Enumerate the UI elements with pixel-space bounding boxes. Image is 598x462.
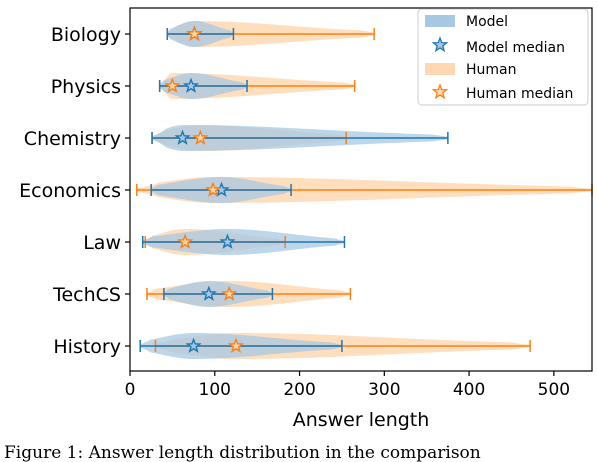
x-tick-label: 500 xyxy=(538,380,570,400)
median-star-model-chemistry xyxy=(174,129,191,145)
legend-model-median-label: Model median xyxy=(466,40,565,56)
median-star-human-techcs xyxy=(221,285,238,301)
category-label-physics: Physics xyxy=(51,76,121,98)
category-label-biology: Biology xyxy=(51,24,121,46)
median-star-model-law xyxy=(219,233,236,249)
y-axis-categories: Biology Physics Chemistry Economics Law TechC… xyxy=(19,24,130,358)
legend-model-swatch xyxy=(425,15,455,27)
median-star-human-biology xyxy=(186,25,203,41)
median-star-human-law xyxy=(177,233,194,249)
legend-model-label: Model xyxy=(466,14,508,30)
median-star-human-physics xyxy=(164,77,181,93)
legend-human-median-star-icon xyxy=(431,83,449,100)
median-star-human-history xyxy=(227,337,245,353)
median-layer xyxy=(164,25,245,353)
x-tick-label: 400 xyxy=(453,380,485,400)
x-axis-ticks: 0 100 200 300 400 500 xyxy=(125,371,570,400)
median-star-model-physics xyxy=(182,77,200,93)
violin-layer xyxy=(136,21,593,359)
x-tick-label: 300 xyxy=(368,380,400,400)
category-label-history: History xyxy=(53,336,121,358)
x-tick-label: 0 xyxy=(125,380,136,400)
x-tick-label: 100 xyxy=(199,380,231,400)
legend-model-median-star-icon xyxy=(431,36,449,53)
legend: Model Model median Human Human median xyxy=(417,8,589,106)
category-label-techcs: TechCS xyxy=(52,284,121,306)
legend-box xyxy=(417,8,589,106)
median-star-human-chemistry xyxy=(192,129,209,145)
x-axis-label: Answer length xyxy=(293,409,430,431)
median-star-model-techcs xyxy=(200,285,217,301)
legend-human-swatch xyxy=(425,63,455,75)
median-star-model-history xyxy=(185,337,202,353)
category-label-law: Law xyxy=(83,232,121,254)
whisker-layer xyxy=(136,28,593,352)
figure-caption: Figure 1: Answer length distribution in … xyxy=(4,443,481,462)
legend-human-median-label: Human median xyxy=(466,86,573,102)
category-label-chemistry: Chemistry xyxy=(24,128,121,150)
x-tick-label: 200 xyxy=(283,380,315,400)
legend-human-label: Human xyxy=(466,62,517,78)
median-star-human-economics xyxy=(204,181,222,197)
category-label-economics: Economics xyxy=(19,180,121,202)
